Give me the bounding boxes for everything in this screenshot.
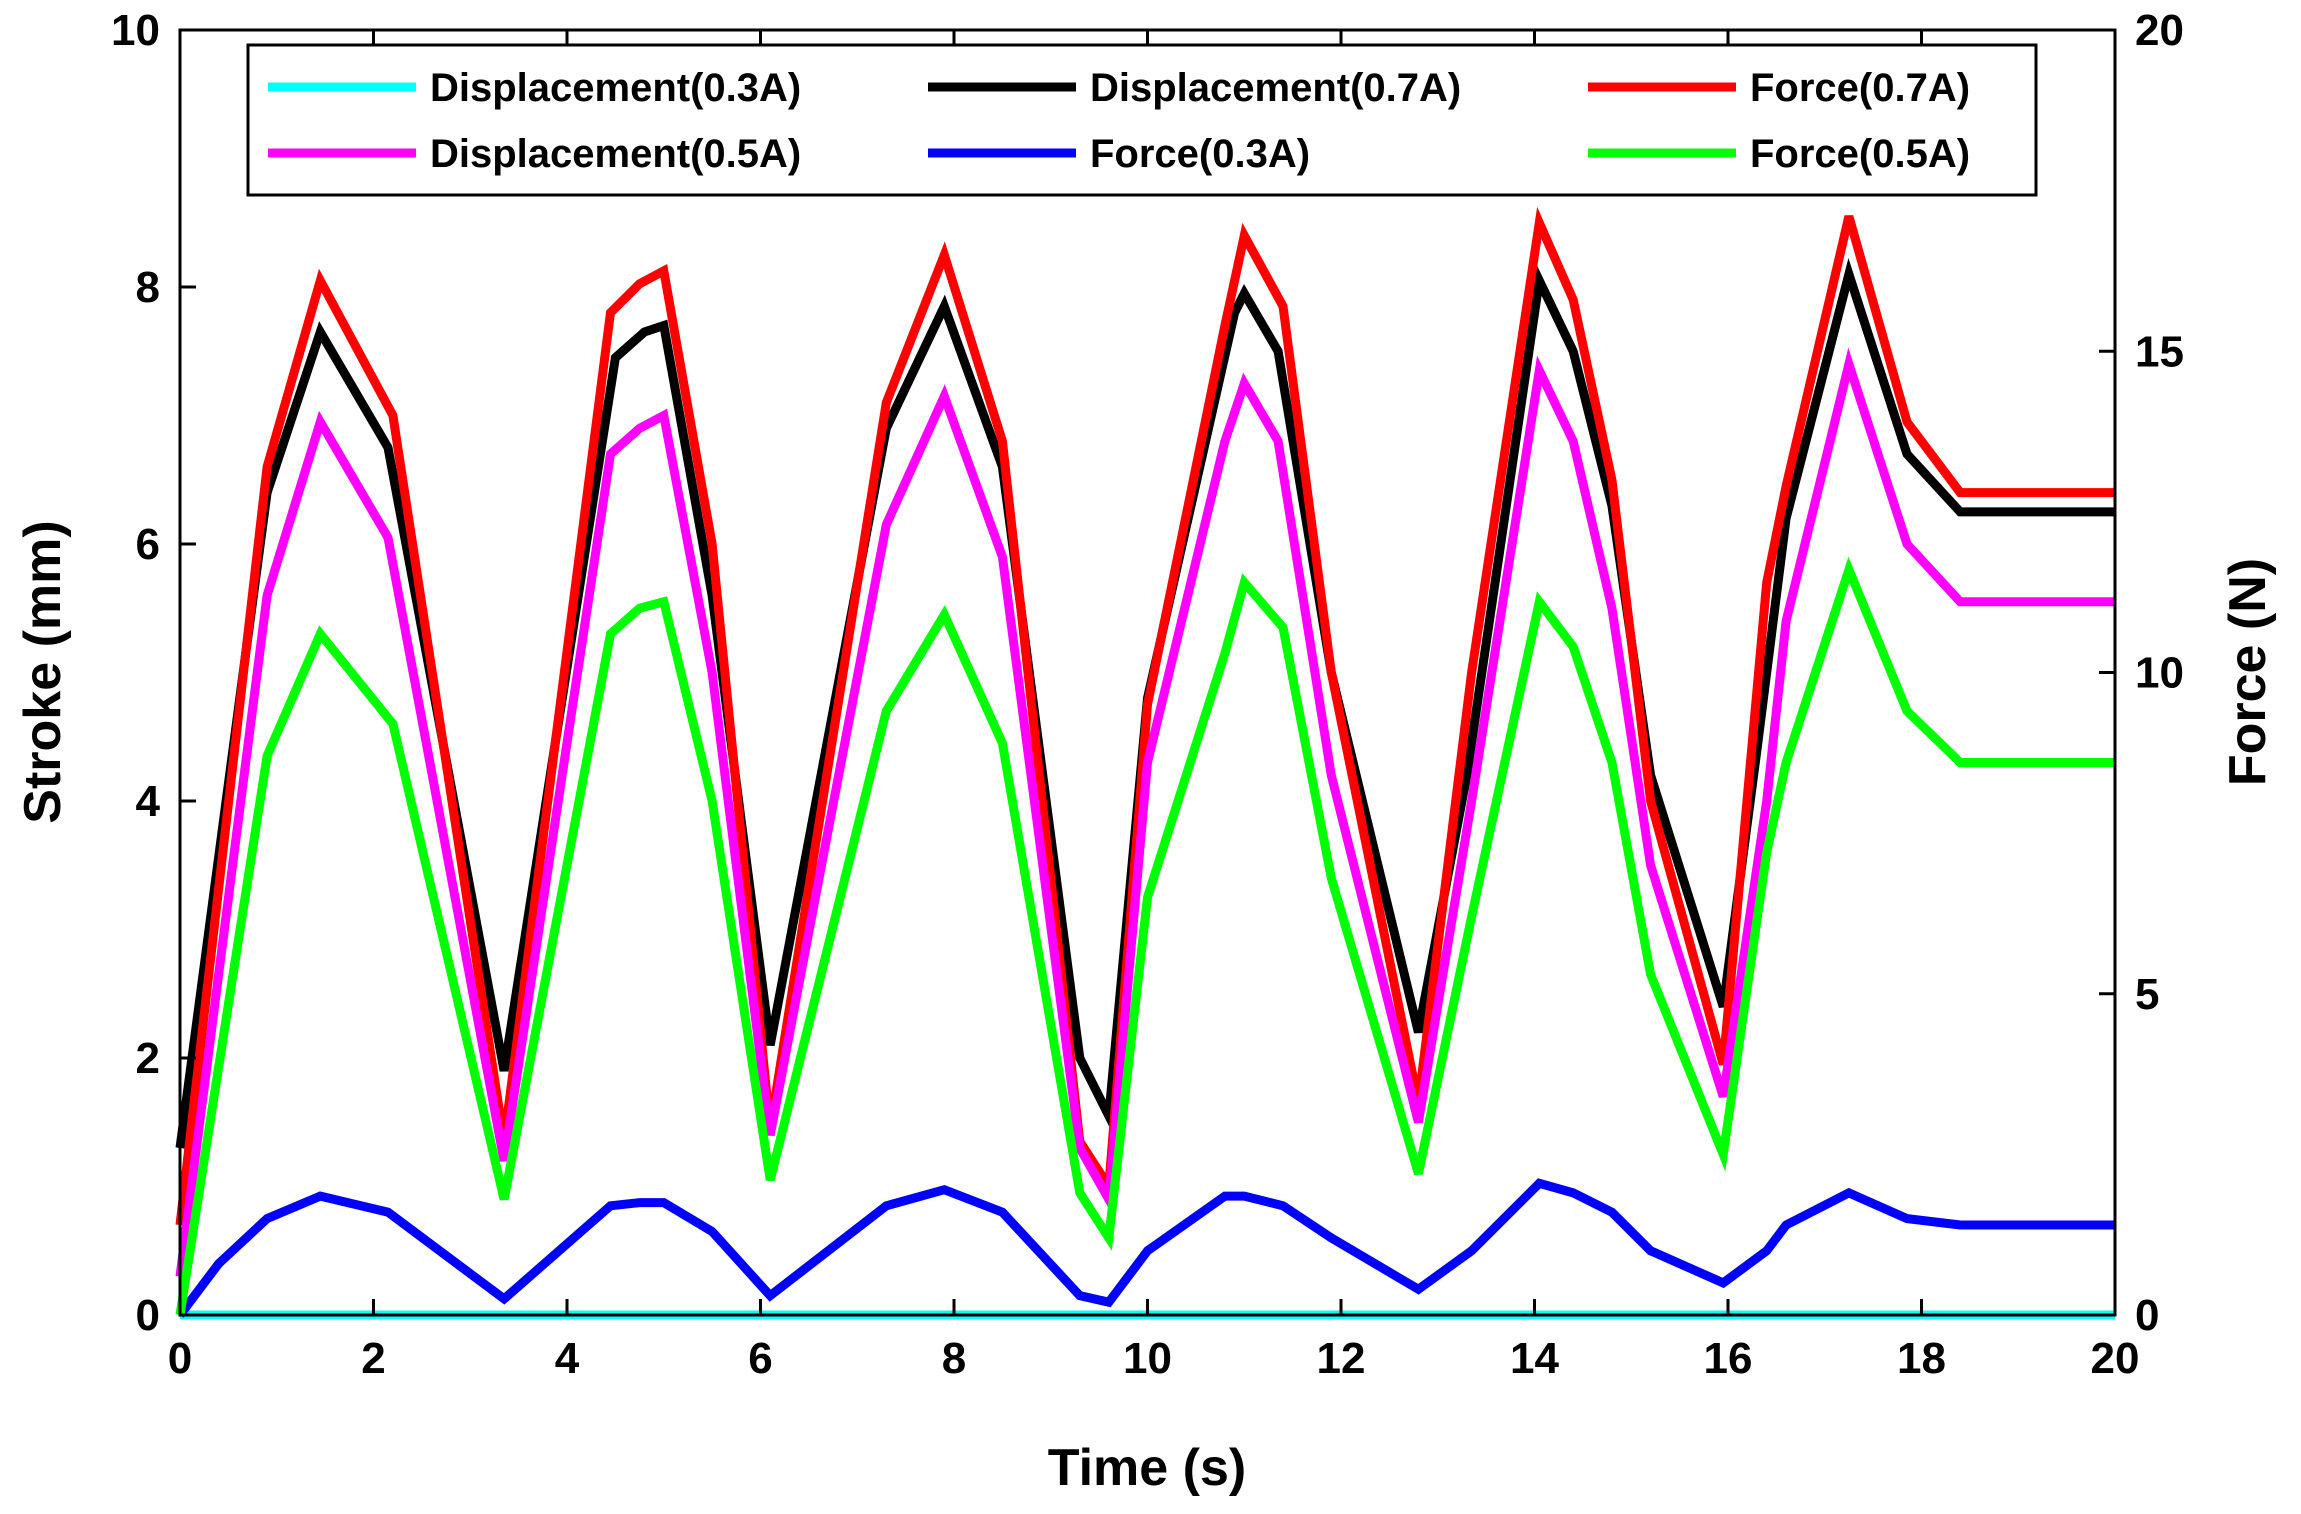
y-axis-left-title: Stroke (mm)	[14, 520, 72, 823]
plot-frame	[178, 28, 2117, 1317]
x-axis-title: Time (s)	[1048, 1439, 1246, 1497]
y-right-tick-label: 10	[2135, 649, 2184, 698]
legend-label: Displacement(0.3A)	[430, 66, 801, 110]
y-left-tick-label: 0	[136, 1291, 160, 1340]
series-line-3	[175, 347, 2115, 1278]
legend-label: Force(0.7A)	[1750, 66, 1970, 110]
y-left-tick-label: 10	[111, 6, 160, 55]
legend: Displacement(0.3A) Displacement(0.7A) Forc…	[246, 43, 2038, 197]
x-tick-label: 4	[555, 1334, 580, 1383]
x-tick-label: 16	[1704, 1334, 1753, 1383]
x-tick-label: 12	[1317, 1334, 1366, 1383]
legend-label: Force(0.5A)	[1750, 132, 1970, 176]
legend-box	[246, 43, 2038, 197]
y-left-tick-label: 8	[136, 263, 160, 312]
x-tick-label: 20	[2091, 1334, 2140, 1383]
series-line-4	[176, 1178, 2115, 1318]
legend-label: Displacement(0.5A)	[430, 132, 801, 176]
plot-lines	[175, 206, 2115, 1320]
y-right-tick-label: 0	[2135, 1291, 2159, 1340]
legend-label: Displacement(0.7A)	[1090, 66, 1461, 110]
x-tick-label: 0	[168, 1334, 192, 1383]
x-tick-label: 14	[1510, 1334, 1559, 1383]
x-tick-label: 8	[942, 1334, 966, 1383]
x-tick-label: 2	[361, 1334, 385, 1383]
x-tick-label: 10	[1123, 1334, 1172, 1383]
y-axis-right-title: Force (N)	[2219, 558, 2277, 786]
series-line-2	[175, 206, 2115, 1226]
y-right-tick-label: 15	[2135, 327, 2184, 376]
x-tick-label: 6	[748, 1334, 772, 1383]
y-left-tick-label: 6	[136, 520, 160, 569]
series-line-5	[175, 556, 2115, 1316]
y-right-tick-label: 20	[2135, 6, 2184, 55]
x-tick-label: 18	[1897, 1334, 1946, 1383]
y-left-tick-label: 4	[136, 777, 161, 826]
y-left-tick-label: 2	[136, 1034, 160, 1083]
y-right-tick-label: 5	[2135, 970, 2159, 1019]
legend-label: Force(0.3A)	[1090, 132, 1310, 176]
